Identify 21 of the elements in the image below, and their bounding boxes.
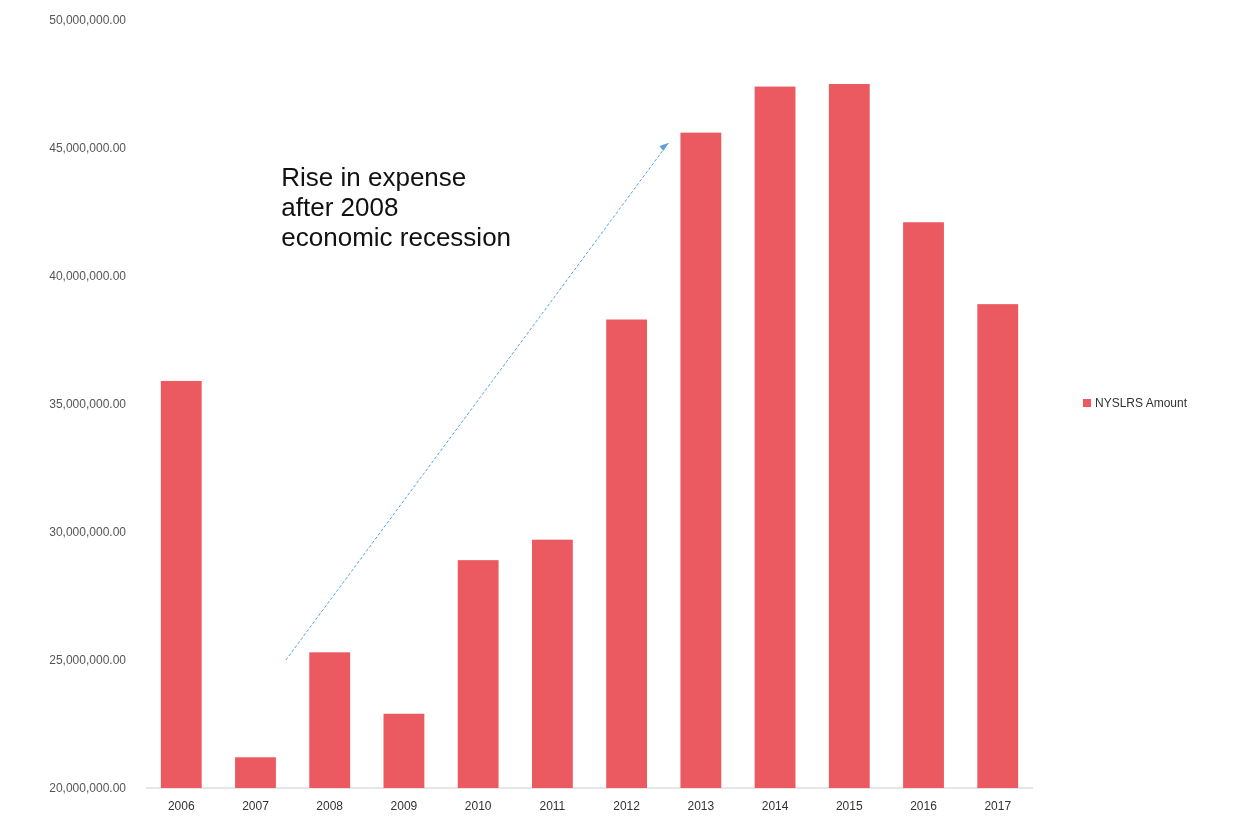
y-tick-label: 50,000,000.00 [49, 13, 127, 28]
x-tick-label: 2011 [539, 799, 566, 813]
x-tick-label: 2013 [687, 799, 715, 813]
x-tick-label: 2016 [910, 799, 938, 813]
x-tick-label: 2014 [761, 799, 789, 813]
y-tick-label: 45,000,000.00 [49, 141, 127, 156]
y-tick-label: 35,000,000.00 [49, 397, 127, 412]
annotation: Rise in expense after 2008 economic recession [281, 162, 512, 253]
x-tick-label: 2017 [984, 799, 1012, 813]
x-tick-label: 2012 [613, 799, 641, 813]
x-tick-label: 2008 [316, 799, 344, 813]
x-tick-label: 2010 [464, 799, 492, 813]
legend-label: NYSLRS Amount [1095, 396, 1188, 411]
x-tick-label: 2006 [167, 799, 195, 813]
y-tick-label: 30,000,000.00 [49, 525, 127, 540]
y-tick-label: 40,000,000.00 [49, 269, 127, 284]
y-tick-label: 25,000,000.00 [49, 653, 127, 668]
y-tick-label: 20,000,000.00 [49, 781, 127, 796]
x-tick-label: 2007 [242, 799, 270, 813]
x-tick-label: 2015 [835, 799, 863, 813]
x-tick-label: 2009 [390, 799, 418, 813]
